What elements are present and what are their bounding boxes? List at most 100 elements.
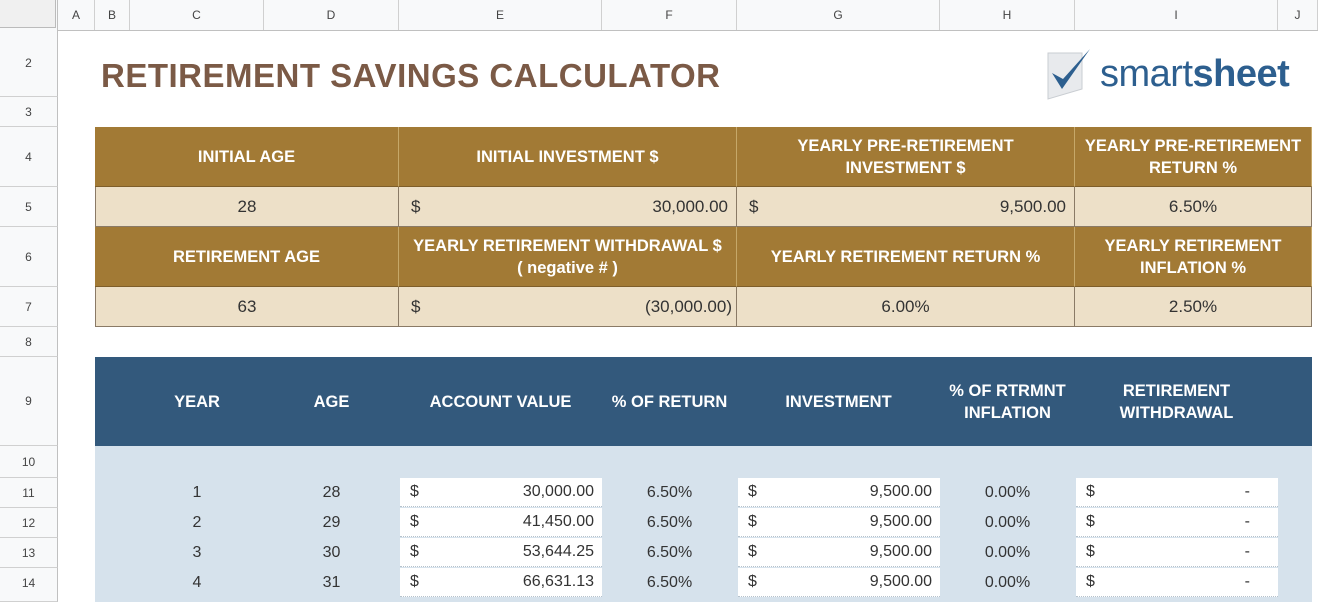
- checkmark-icon: [1047, 49, 1090, 100]
- row-header-13[interactable]: 13: [0, 538, 58, 568]
- cell-rtrmnt-inflation[interactable]: 0.00%: [984, 514, 1031, 531]
- header-retirement-withdrawal: RETIREMENT WITHDRAWAL: [1119, 381, 1234, 422]
- cell-investment[interactable]: $9,500.00: [738, 478, 940, 507]
- currency-symbol: $: [748, 513, 757, 530]
- yearly-ret-withdrawal-value[interactable]: $ (30,000.00): [399, 287, 737, 327]
- row-header-7[interactable]: 7: [0, 287, 58, 327]
- select-all-corner[interactable]: [0, 0, 58, 30]
- currency-symbol: $: [410, 543, 419, 560]
- currency-symbol: $: [410, 573, 419, 590]
- header-percent-return: % OF RETURN: [611, 392, 728, 411]
- currency-symbol: $: [410, 483, 419, 500]
- initial-age-label: INITIAL AGE: [95, 127, 399, 187]
- retirement-age-value[interactable]: 63: [95, 287, 399, 327]
- cell-percent-return[interactable]: 6.50%: [646, 574, 693, 591]
- column-header-g[interactable]: G: [737, 0, 940, 30]
- header-investment: INVESTMENT: [785, 392, 892, 411]
- cell-account-value[interactable]: $41,450.00: [400, 508, 602, 537]
- cell-rtrmnt-inflation[interactable]: 0.00%: [984, 484, 1031, 501]
- select-all-icon: [0, 0, 56, 28]
- logo-text-sheet: sheet: [1192, 53, 1290, 95]
- cell-year[interactable]: 1: [192, 484, 202, 501]
- currency-symbol: $: [1086, 513, 1095, 530]
- retirement-age-label: RETIREMENT AGE: [95, 227, 399, 287]
- currency-symbol: $: [1086, 573, 1095, 590]
- header-year: YEAR: [174, 392, 220, 411]
- row-header-11[interactable]: 11: [0, 478, 58, 508]
- investment-amount: 9,500.00: [869, 483, 932, 500]
- cell-rtrmnt-inflation[interactable]: 0.00%: [984, 574, 1031, 591]
- row-header-4[interactable]: 4: [0, 127, 58, 187]
- row-header-10[interactable]: 10: [0, 446, 58, 478]
- cell-investment[interactable]: $9,500.00: [738, 538, 940, 567]
- column-header-c[interactable]: C: [130, 0, 264, 30]
- row-header-12[interactable]: 12: [0, 508, 58, 538]
- initial-age-value[interactable]: 28: [95, 187, 399, 227]
- cell-retirement-withdrawal[interactable]: $ -: [1076, 538, 1278, 567]
- currency-symbol: $: [748, 483, 757, 500]
- yearly-preret-investment-amount: 9,500.00: [999, 196, 1066, 216]
- row-header-8[interactable]: 8: [0, 327, 58, 357]
- column-header-j[interactable]: J: [1278, 0, 1318, 30]
- initial-investment-value[interactable]: $ 30,000.00: [399, 187, 737, 227]
- yearly-preret-investment-value[interactable]: $ 9,500.00: [737, 187, 1075, 227]
- cell-retirement-withdrawal[interactable]: $ -: [1076, 568, 1278, 597]
- cell-age[interactable]: 30: [322, 544, 341, 561]
- column-header-bar: A B C D E F G H I J: [0, 0, 1318, 31]
- row-header-2[interactable]: 2: [0, 30, 58, 97]
- column-header-a[interactable]: A: [58, 0, 95, 30]
- withdrawal-amount: -: [1244, 513, 1250, 530]
- column-header-i[interactable]: I: [1075, 0, 1278, 30]
- cell-percent-return[interactable]: 6.50%: [646, 544, 693, 561]
- cell-percent-return[interactable]: 6.50%: [646, 484, 693, 501]
- cell-investment[interactable]: $9,500.00: [738, 508, 940, 537]
- cell-retirement-withdrawal[interactable]: $ -: [1076, 478, 1278, 507]
- yearly-ret-withdrawal-amount: (30,000.00): [645, 296, 732, 316]
- cell-account-value[interactable]: $53,644.25: [400, 538, 602, 567]
- cell-year[interactable]: 2: [192, 514, 202, 531]
- currency-symbol: $: [748, 543, 757, 560]
- yearly-ret-inflation-value[interactable]: 2.50%: [1075, 287, 1312, 327]
- yearly-preret-return-label: YEARLY PRE-RETIREMENT RETURN %: [1075, 127, 1312, 187]
- cell-investment[interactable]: $9,500.00: [738, 568, 940, 597]
- row-header-14[interactable]: 14: [0, 568, 58, 602]
- investment-amount: 9,500.00: [869, 513, 932, 530]
- currency-symbol: $: [411, 296, 421, 316]
- initial-investment-amount: 30,000.00: [652, 196, 728, 216]
- header-account-value: ACCOUNT VALUE: [429, 392, 572, 411]
- yearly-preret-investment-label: YEARLY PRE-RETIREMENT INVESTMENT $: [737, 127, 1075, 187]
- yearly-ret-return-label: YEARLY RETIREMENT RETURN %: [737, 227, 1075, 287]
- row-header-5[interactable]: 5: [0, 187, 58, 227]
- cell-year[interactable]: 4: [192, 574, 202, 591]
- header-rtrmnt-inflation: % OF RTRMNT INFLATION: [949, 381, 1066, 422]
- cell-year[interactable]: 3: [192, 544, 202, 561]
- row-header-9[interactable]: 9: [0, 357, 58, 446]
- cell-age[interactable]: 31: [322, 574, 341, 591]
- currency-symbol: $: [411, 196, 421, 216]
- row-header-6[interactable]: 6: [0, 227, 58, 287]
- column-header-b[interactable]: B: [95, 0, 130, 30]
- cell-account-value[interactable]: $30,000.00: [400, 478, 602, 507]
- cell-rtrmnt-inflation[interactable]: 0.00%: [984, 544, 1031, 561]
- account-value-amount: 41,450.00: [522, 513, 594, 530]
- column-header-e[interactable]: E: [399, 0, 602, 30]
- yearly-ret-withdrawal-label: YEARLY RETIREMENT WITHDRAWAL $ ( negativ…: [399, 227, 737, 287]
- row-header-3[interactable]: 3: [0, 97, 58, 127]
- cell-retirement-withdrawal[interactable]: $ -: [1076, 508, 1278, 537]
- cell-account-value[interactable]: $66,631.13: [400, 568, 602, 597]
- yearly-ret-return-value[interactable]: 6.00%: [737, 287, 1075, 327]
- logo-text-smart: smart: [1100, 53, 1193, 95]
- yearly-preret-return-value[interactable]: 6.50%: [1075, 187, 1312, 227]
- cell-age[interactable]: 29: [322, 514, 341, 531]
- page-title: RETIREMENT SAVINGS CALCULATOR: [101, 57, 721, 94]
- account-value-amount: 53,644.25: [522, 543, 594, 560]
- column-header-f[interactable]: F: [602, 0, 737, 30]
- column-header-d[interactable]: D: [264, 0, 399, 30]
- column-header-h[interactable]: H: [940, 0, 1075, 30]
- currency-symbol: $: [1086, 543, 1095, 560]
- investment-amount: 9,500.00: [869, 573, 932, 590]
- cell-age[interactable]: 28: [322, 484, 341, 501]
- cell-percent-return[interactable]: 6.50%: [646, 514, 693, 531]
- account-value-amount: 30,000.00: [522, 483, 594, 500]
- withdrawal-amount: -: [1244, 573, 1250, 590]
